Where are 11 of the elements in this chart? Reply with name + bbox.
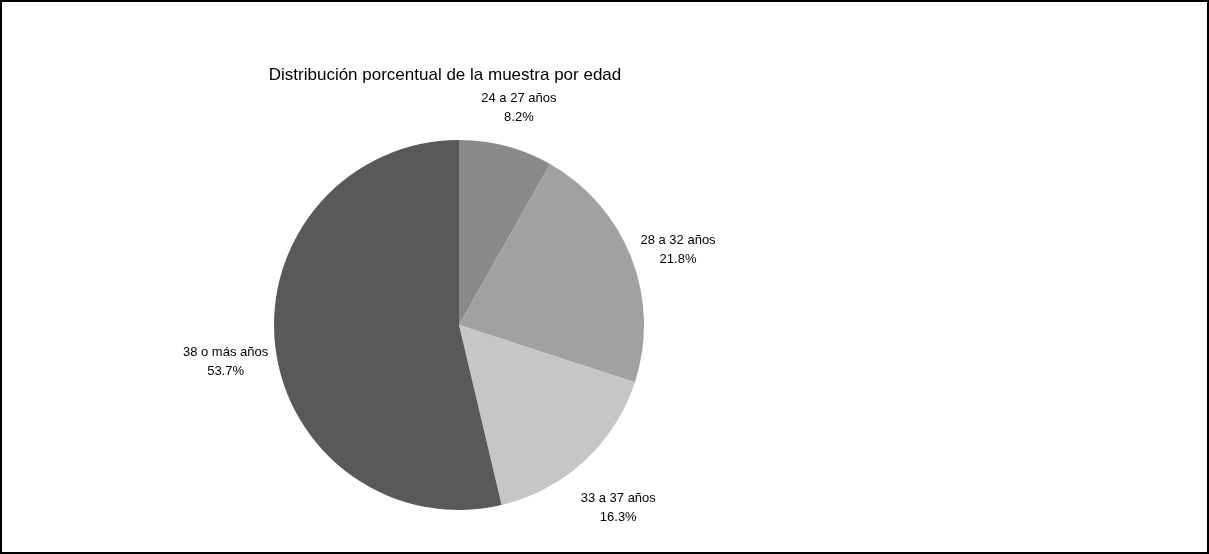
chart-title: Distribución porcentual de la muestra por edad (268, 65, 622, 84)
slice-label: 28 a 32 años (640, 231, 717, 247)
pie-slice (274, 140, 502, 510)
data-label: 21.8% (659, 250, 697, 266)
slice-label: 24 a 27 años (481, 89, 557, 105)
data-label: 8.2% (504, 108, 535, 124)
pie-slice (459, 140, 551, 325)
slice-label: 33 a 37 años (580, 489, 657, 505)
slice-label: 38 o más años (182, 344, 269, 360)
data-label: 16.3% (599, 508, 638, 524)
data-label: 53.7% (207, 363, 245, 379)
